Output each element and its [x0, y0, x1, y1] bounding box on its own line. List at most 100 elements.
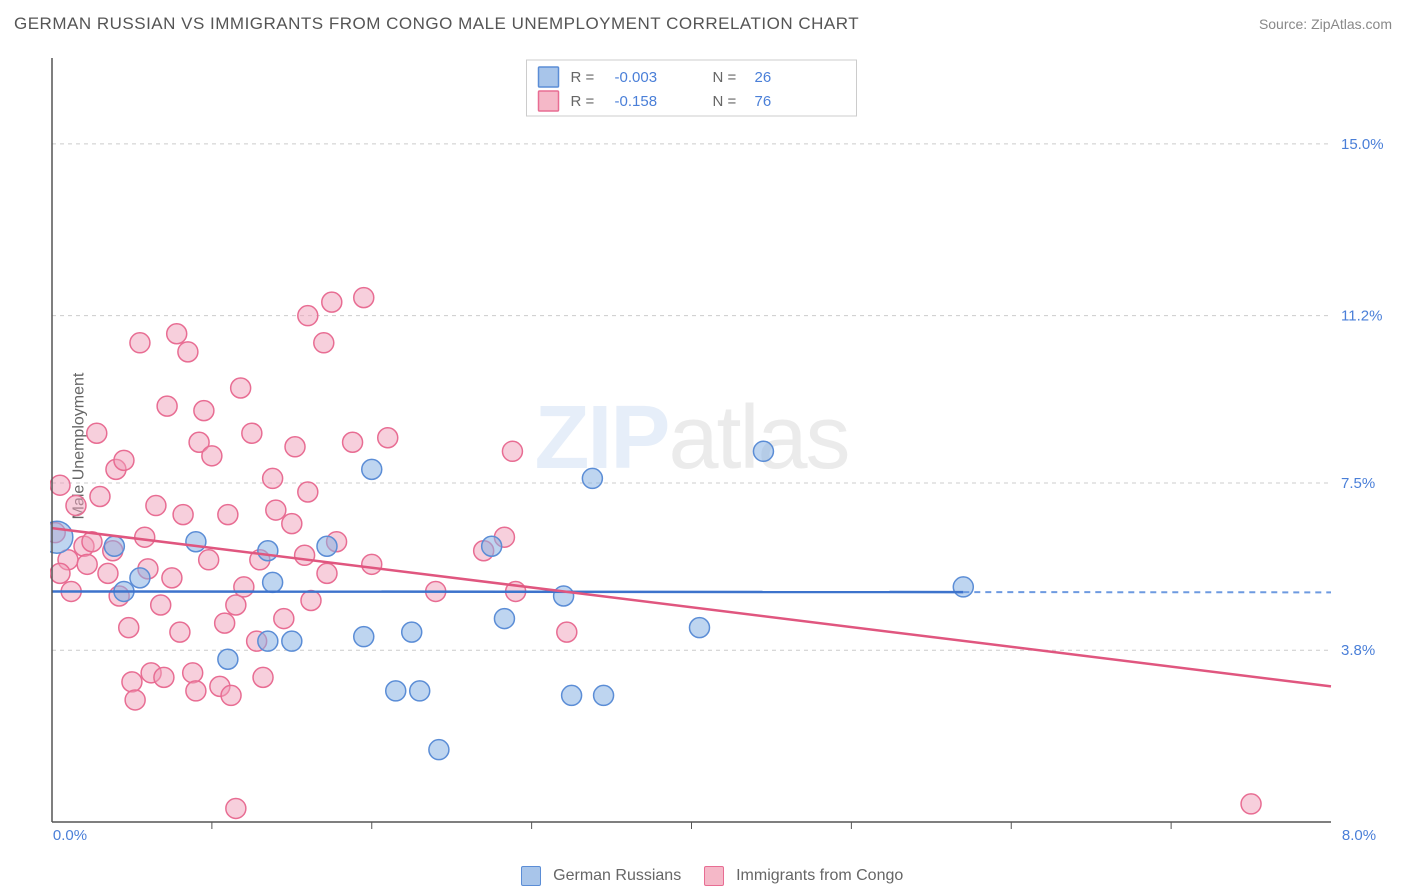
- stats-r-value: -0.158: [615, 93, 658, 110]
- watermark: ZIPatlas: [534, 388, 848, 488]
- scatter-point-b: [298, 306, 318, 326]
- scatter-point-b: [322, 292, 342, 312]
- scatter-point-b: [298, 482, 318, 502]
- scatter-point-b: [90, 487, 110, 507]
- scatter-point-a: [494, 609, 514, 629]
- scatter-point-b: [173, 505, 193, 525]
- scatter-point-a: [689, 618, 709, 638]
- scatter-point-b: [215, 613, 235, 633]
- scatter-point-b: [66, 496, 86, 516]
- scatter-point-b: [266, 500, 286, 520]
- scatter-point-a: [554, 586, 574, 606]
- scatter-point-b: [77, 554, 97, 574]
- y-tick-label: 11.2%: [1341, 308, 1382, 325]
- scatter-point-a: [317, 536, 337, 556]
- scatter-point-b: [167, 324, 187, 344]
- scatter-point-b: [119, 618, 139, 638]
- scatter-point-a: [258, 631, 278, 651]
- x-tick-label-left: 0.0%: [53, 827, 87, 842]
- scatter-point-b: [1241, 794, 1261, 814]
- scatter-point-b: [301, 590, 321, 610]
- x-tick-label-right: 8.0%: [1342, 827, 1376, 842]
- scatter-point-b: [343, 432, 363, 452]
- stats-r-label: R =: [571, 69, 595, 86]
- scatter-point-a: [482, 536, 502, 556]
- scatter-point-b: [226, 798, 246, 818]
- scatter-point-a: [386, 681, 406, 701]
- stats-n-value: 76: [755, 93, 772, 110]
- stats-n-label: N =: [713, 69, 737, 86]
- scatter-point-b: [50, 475, 70, 495]
- stats-swatch: [539, 91, 559, 111]
- regression-line-a: [52, 591, 963, 592]
- scatter-point-b: [154, 667, 174, 687]
- scatter-chart: 3.8% 7.5% 11.2% 15.0% ZIPatlas 0.0% 8.0% R = -0.…: [50, 50, 1396, 842]
- scatter-point-b: [253, 667, 273, 687]
- scatter-point-a: [753, 441, 773, 461]
- scatter-point-a: [186, 532, 206, 552]
- scatter-point-b: [146, 496, 166, 516]
- y-tick-label: 3.8%: [1341, 642, 1375, 659]
- scatter-point-a: [130, 568, 150, 588]
- scatter-point-b: [378, 428, 398, 448]
- scatter-point-b: [218, 505, 238, 525]
- scatter-point-b: [295, 545, 315, 565]
- chart-area: 3.8% 7.5% 11.2% 15.0% ZIPatlas 0.0% 8.0% R = -0.…: [50, 50, 1396, 842]
- scatter-point-b: [221, 685, 241, 705]
- scatter-point-b: [135, 527, 155, 547]
- scatter-point-b: [157, 396, 177, 416]
- scatter-point-b: [170, 622, 190, 642]
- scatter-point-b: [354, 288, 374, 308]
- scatter-point-a: [50, 521, 73, 553]
- scatter-point-a: [594, 685, 614, 705]
- scatter-point-b: [183, 663, 203, 683]
- scatter-point-b: [274, 609, 294, 629]
- stats-r-value: -0.003: [615, 69, 658, 86]
- scatter-point-a: [354, 627, 374, 647]
- scatter-point-a: [258, 541, 278, 561]
- scatter-point-a: [263, 572, 283, 592]
- scatter-point-a: [362, 459, 382, 479]
- stats-n-value: 26: [755, 69, 772, 86]
- scatter-point-a: [104, 536, 124, 556]
- scatter-point-a: [282, 631, 302, 651]
- scatter-point-b: [178, 342, 198, 362]
- scatter-point-b: [50, 563, 70, 583]
- scatter-point-a: [582, 468, 602, 488]
- source-attribution: Source: ZipAtlas.com: [1259, 16, 1392, 32]
- scatter-point-b: [98, 563, 118, 583]
- legend-swatch-pink: [704, 866, 724, 886]
- scatter-point-b: [226, 595, 246, 615]
- scatter-point-b: [114, 450, 134, 470]
- scatter-point-a: [218, 649, 238, 669]
- scatter-point-a: [953, 577, 973, 597]
- legend-label-b: Immigrants from Congo: [736, 867, 903, 884]
- scatter-point-b: [234, 577, 254, 597]
- bottom-legend: German Russians Immigrants from Congo: [0, 866, 1406, 886]
- stats-n-label: N =: [713, 93, 737, 110]
- scatter-point-b: [162, 568, 182, 588]
- scatter-point-b: [362, 554, 382, 574]
- scatter-point-a: [429, 740, 449, 760]
- stats-r-label: R =: [571, 93, 595, 110]
- scatter-point-b: [125, 690, 145, 710]
- scatter-point-b: [242, 423, 262, 443]
- scatter-point-b: [199, 550, 219, 570]
- scatter-point-b: [186, 681, 206, 701]
- scatter-point-b: [194, 401, 214, 421]
- page-title: GERMAN RUSSIAN VS IMMIGRANTS FROM CONGO …: [14, 14, 859, 34]
- scatter-point-a: [402, 622, 422, 642]
- scatter-point-b: [285, 437, 305, 457]
- scatter-point-b: [557, 622, 577, 642]
- legend-swatch-blue: [521, 866, 541, 886]
- scatter-point-b: [130, 333, 150, 353]
- scatter-point-a: [410, 681, 430, 701]
- scatter-point-b: [202, 446, 222, 466]
- y-tick-label: 15.0%: [1341, 136, 1384, 153]
- y-tick-label: 7.5%: [1341, 475, 1375, 492]
- scatter-point-b: [231, 378, 251, 398]
- scatter-point-b: [502, 441, 522, 461]
- scatter-point-b: [314, 333, 334, 353]
- scatter-point-b: [282, 514, 302, 534]
- scatter-point-b: [122, 672, 142, 692]
